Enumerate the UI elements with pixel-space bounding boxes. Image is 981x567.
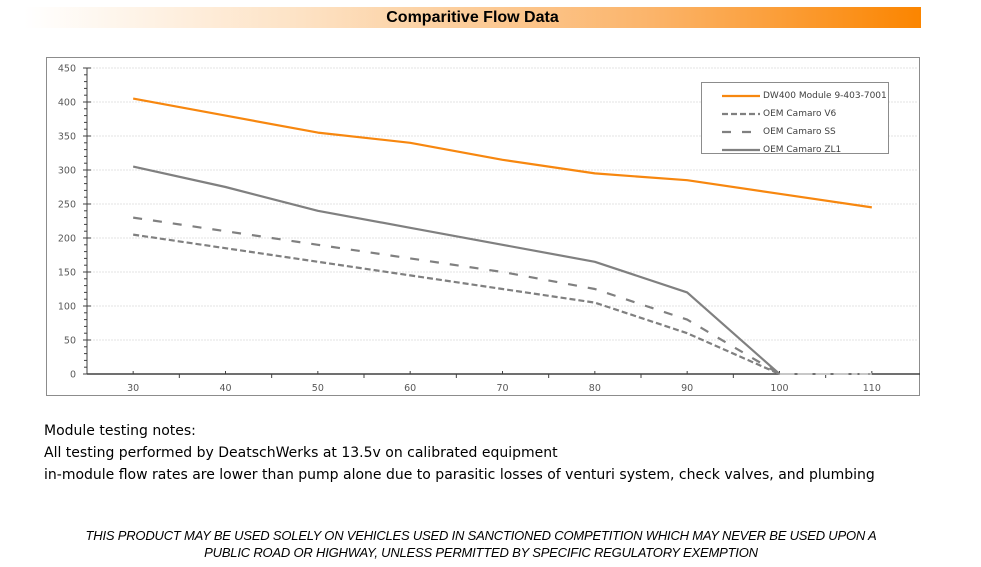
y-tick-label: 250: [58, 200, 76, 211]
chart-legend: DW400 Module 9-403-7001 OEM Camaro V6 OE…: [701, 82, 889, 155]
notes-line-2: in-module flow rates are lower than pump…: [44, 467, 875, 483]
legend-label: OEM Camaro ZL1: [763, 145, 842, 155]
y-tick-label: 50: [64, 336, 76, 347]
x-tick-label: 30: [127, 383, 139, 394]
x-tick-label: 100: [770, 383, 788, 394]
testing-notes: Module testing notes: All testing perfor…: [44, 420, 875, 486]
y-tick-label: 100: [58, 302, 76, 313]
y-tick-label: 450: [58, 64, 76, 75]
y-tick-label: 0: [70, 370, 76, 381]
notes-line-1: All testing performed by DeatschWerks at…: [44, 445, 558, 461]
legend-label: OEM Camaro V6: [763, 109, 837, 119]
series-line-3: [132, 165, 781, 375]
y-tick-label: 300: [58, 166, 76, 177]
x-tick-label: 90: [681, 383, 693, 394]
legend-item-zl1: OEM Camaro ZL1: [702, 141, 888, 159]
series-line-1: [133, 233, 780, 376]
y-tick-label: 400: [58, 98, 76, 109]
series-line-2: [133, 216, 781, 375]
x-tick-label: 50: [312, 383, 324, 394]
series-lines: [132, 97, 872, 376]
legend-swatch-ss: [722, 127, 762, 137]
legal-disclaimer: THIS PRODUCT MAY BE USED SOLELY ON VEHIC…: [44, 527, 918, 561]
legend-label: DW400 Module 9-403-7001: [763, 91, 887, 101]
x-tick-label: 80: [589, 383, 601, 394]
disclaimer-line-2: PUBLIC ROAD OR HIGHWAY, UNLESS PERMITTED…: [204, 545, 758, 560]
legend-item-ss: OEM Camaro SS: [702, 123, 888, 141]
section-title: Comparitive Flow Data: [386, 9, 559, 26]
x-tick-label: 70: [496, 383, 508, 394]
y-tick-label: 350: [58, 132, 76, 143]
x-tick-label: 60: [404, 383, 416, 394]
y-tick-label: 200: [58, 234, 76, 245]
notes-heading: Module testing notes:: [44, 423, 196, 439]
legend-swatch-dw400: [722, 91, 762, 101]
disclaimer-line-1: THIS PRODUCT MAY BE USED SOLELY ON VEHIC…: [85, 528, 877, 543]
y-tick-label: 150: [58, 268, 76, 279]
legend-swatch-zl1: [722, 145, 762, 155]
legend-swatch-v6: [722, 109, 762, 119]
x-tick-label: 40: [219, 383, 231, 394]
legend-item-dw400: DW400 Module 9-403-7001: [702, 87, 888, 105]
legend-item-v6: OEM Camaro V6: [702, 105, 888, 123]
section-banner: Comparitive Flow Data: [24, 7, 921, 28]
gridlines: [87, 67, 918, 341]
x-tick-label: 110: [863, 383, 881, 394]
legend-label: OEM Camaro SS: [763, 127, 836, 137]
